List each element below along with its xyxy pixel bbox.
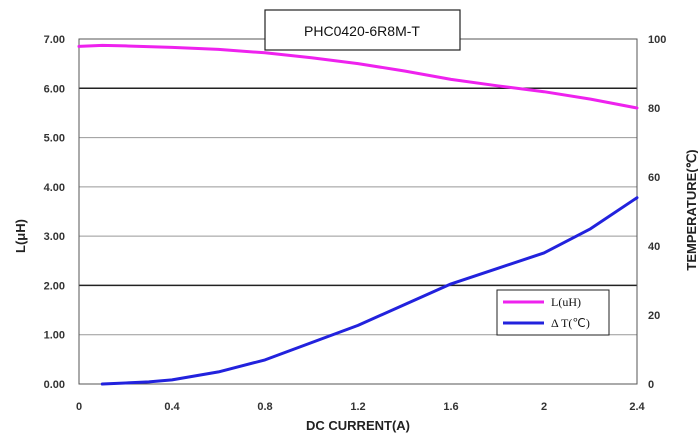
- legend-label-dt: Δ T(℃): [551, 316, 590, 330]
- y-left-axis-title: L(μH): [13, 219, 28, 253]
- y-right-tick-label: 80: [648, 103, 660, 115]
- y-right-axis-title: TEMPERATURE(℃): [684, 149, 698, 270]
- y-left-tick-label: 7.00: [44, 34, 65, 46]
- y-right-tick-label: 0: [648, 379, 654, 391]
- x-tick-label: 0.4: [164, 401, 180, 413]
- y-right-tick-label: 100: [648, 34, 666, 46]
- x-axis-ticks: 0 0.4 0.8 1.2 1.6 2 2.4: [76, 401, 646, 413]
- x-tick-label: 2: [541, 401, 547, 413]
- x-tick-label: 2.4: [629, 401, 645, 413]
- y-left-tick-label: 4.00: [44, 182, 65, 194]
- y-left-tick-label: 1.00: [44, 330, 65, 342]
- series-line-temperature: [100, 196, 639, 386]
- y-left-tick-label: 5.00: [44, 133, 65, 145]
- y-right-tick-label: 40: [648, 241, 660, 253]
- y-left-tick-label: 3.00: [44, 231, 65, 243]
- legend-box: [496, 289, 610, 336]
- y-right-axis-ticks: 0 20 40 60 80 100: [648, 34, 666, 391]
- series-layer: [77, 43, 639, 386]
- series-line-inductance: [77, 43, 639, 110]
- x-tick-label: 1.2: [350, 401, 365, 413]
- x-tick-label: 1.6: [443, 401, 458, 413]
- legend-label-l: L(uH): [551, 295, 581, 309]
- chart-title: PHC0420-6R8M-T: [304, 23, 420, 39]
- x-tick-label: 0.8: [257, 401, 272, 413]
- x-tick-label: 0: [76, 401, 82, 413]
- y-left-tick-label: 6.00: [44, 83, 65, 95]
- y-left-axis-ticks: 0.00 1.00 2.00 3.00 4.00 5.00 6.00 7.00: [44, 34, 65, 391]
- title-box: [264, 9, 461, 51]
- grid-lines: [79, 38, 637, 385]
- legend: L(uH) Δ T(℃): [496, 289, 610, 336]
- y-left-tick-label: 0.00: [44, 379, 65, 391]
- y-right-tick-label: 20: [648, 310, 660, 322]
- y-left-tick-label: 2.00: [44, 280, 65, 292]
- y-right-tick-label: 60: [648, 172, 660, 184]
- x-axis-title: DC CURRENT(A): [306, 418, 410, 433]
